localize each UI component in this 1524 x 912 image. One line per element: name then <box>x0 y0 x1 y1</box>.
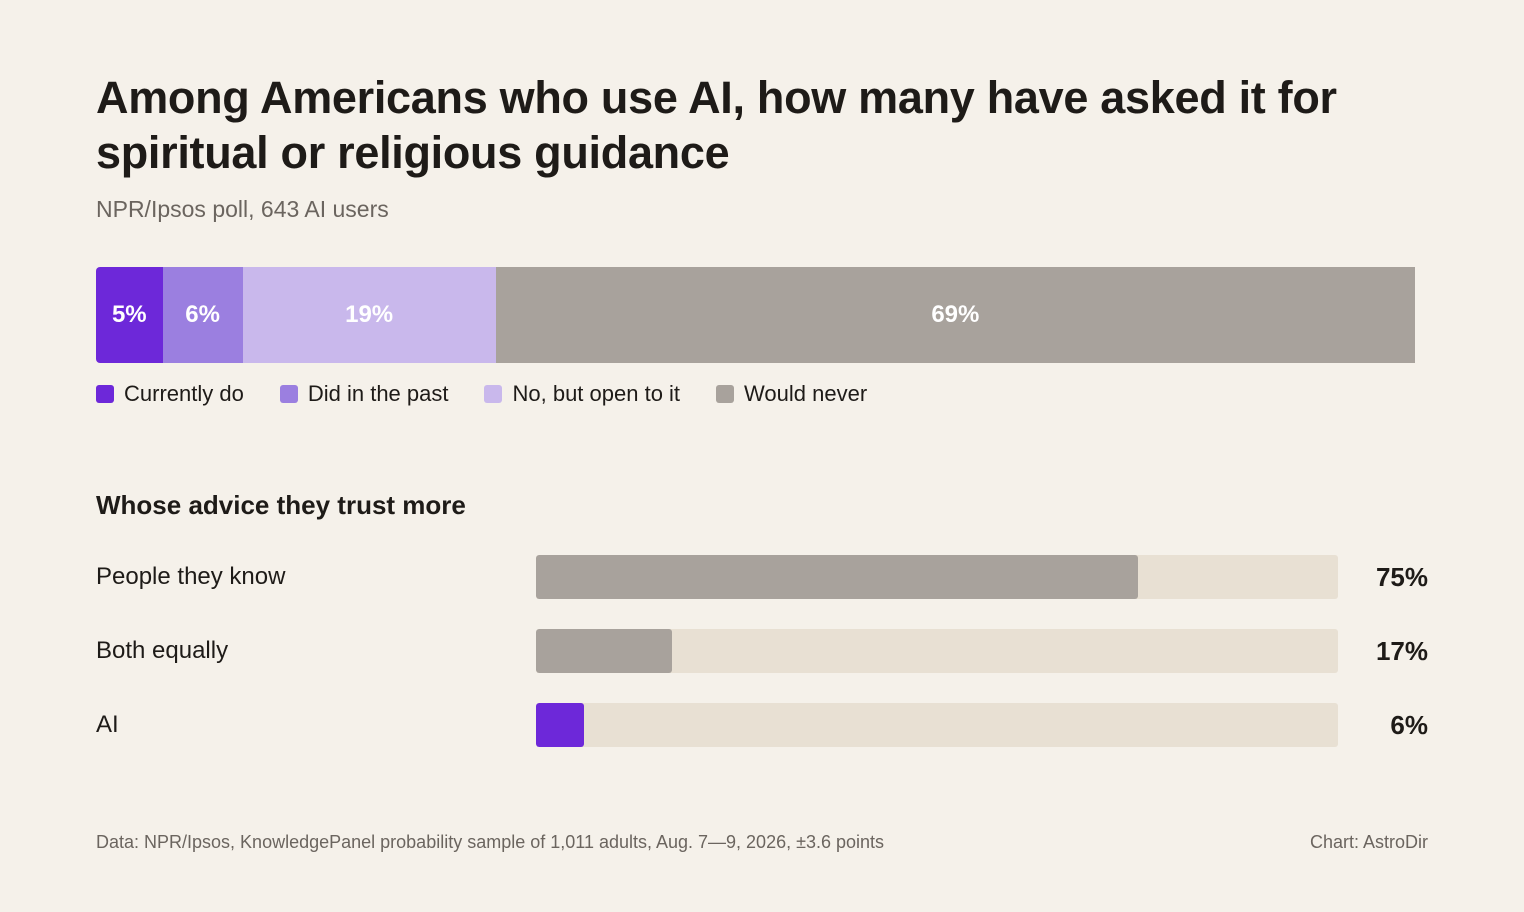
legend-swatch <box>279 385 298 403</box>
segment-value-label: 5% <box>111 301 147 328</box>
stacked-bar: 5% 6% 19% 69% <box>96 267 1415 363</box>
trust-bar-track <box>536 703 1338 747</box>
trust-category-label: AI <box>96 711 119 738</box>
trust-bar <box>536 629 673 673</box>
trust-value-label: 75% <box>1375 562 1428 592</box>
legend-item: Currently do <box>96 381 244 407</box>
legend-swatch <box>96 385 114 403</box>
source-note: Data: NPR/Ipsos, KnowledgePanel probabil… <box>96 832 885 852</box>
trust-bar <box>536 703 585 747</box>
legend-label: No, but open to it <box>512 381 681 406</box>
stacked-segment-currently-do: 5% <box>96 267 163 363</box>
trust-value-label: 17% <box>1375 636 1428 666</box>
legend-label: Currently do <box>124 381 244 406</box>
legend-label: Did in the past <box>307 381 449 406</box>
legend-swatch <box>484 385 503 403</box>
trust-value-label: 6% <box>1390 710 1428 740</box>
segment-value-label: 6% <box>185 301 220 328</box>
stacked-segment-no-but-open-to-it: 19% <box>242 267 496 363</box>
trust-category-label: People they know <box>96 563 286 590</box>
chart-title: Among Americans who use AI, how many hav… <box>96 72 1337 178</box>
legend-item: Would never <box>716 381 867 407</box>
segment-value-label: 69% <box>931 301 980 328</box>
trust-section-title: Whose advice they trust more <box>96 490 466 520</box>
legend-swatch <box>716 385 735 403</box>
trust-row: Both equally 17% <box>96 629 1428 673</box>
trust-category-label: Both equally <box>96 637 229 664</box>
trust-bar <box>536 555 1138 599</box>
chart-subtitle: NPR/Ipsos poll, 643 AI users <box>96 196 389 222</box>
trust-row: People they know 75% <box>96 555 1428 599</box>
trust-bar-track <box>536 629 1338 673</box>
segment-value-label: 19% <box>345 301 394 328</box>
stacked-bar-legend: Currently do Did in the past No, but open … <box>96 381 903 407</box>
legend-item: Did in the past <box>279 381 449 407</box>
trust-row: AI 6% <box>96 703 1428 747</box>
chart-credit: Chart: AstroDir <box>1309 832 1428 852</box>
legend-item: No, but open to it <box>484 381 680 407</box>
legend-label: Would never <box>744 381 868 406</box>
stacked-segment-did-in-the-past: 6% <box>162 267 243 363</box>
stacked-segment-would-never: 69% <box>495 267 1415 363</box>
trust-bar-track <box>536 555 1338 599</box>
